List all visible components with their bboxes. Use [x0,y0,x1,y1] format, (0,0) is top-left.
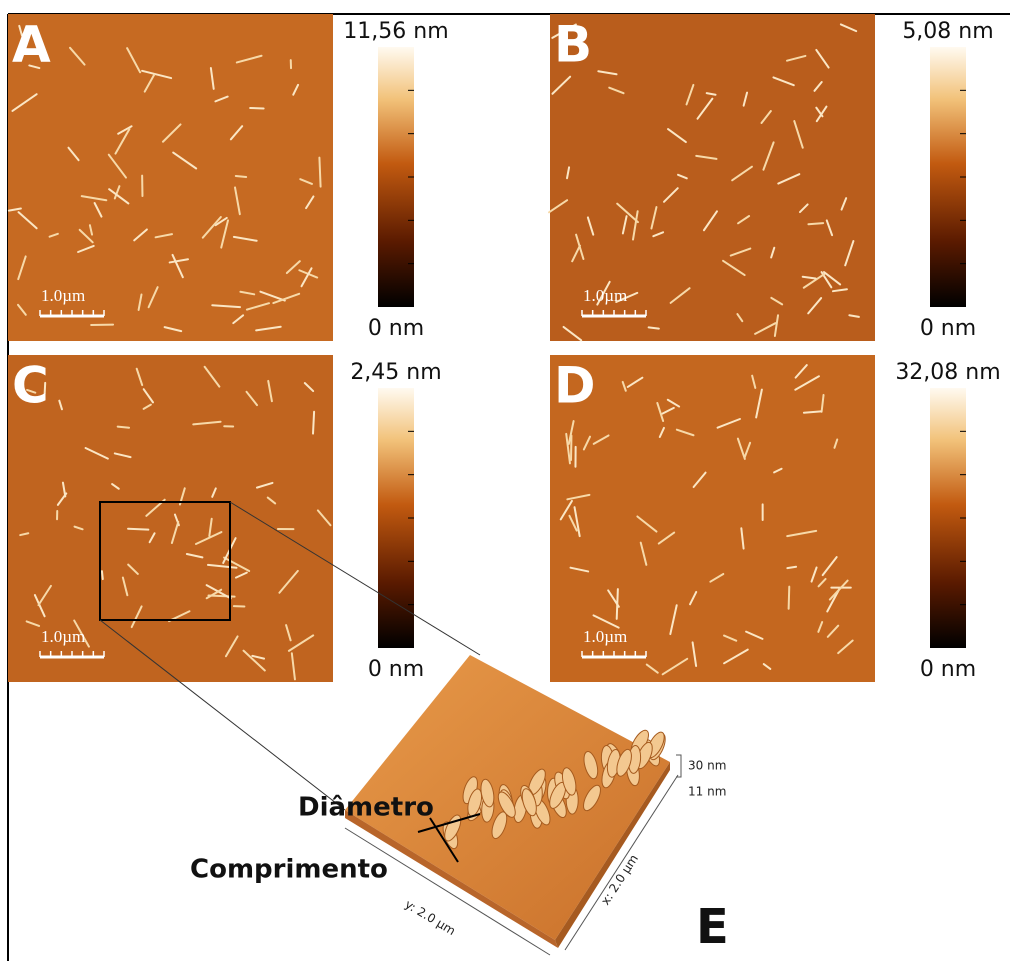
afm-panel: B 1.0µm 5,08 nm 0 nm [549,14,994,341]
panel-label: B [554,16,592,74]
fiber [649,327,659,328]
fiber [789,587,790,609]
inset-label: E [696,899,729,955]
z-bottom: 11 nm [688,785,726,799]
scale-label: 1.0µm [583,286,627,305]
scale-label: 1.0µm [41,627,85,646]
fiber [787,567,796,568]
colorbar-max: 5,08 nm [902,19,993,44]
z-bracket [676,755,681,777]
fiber [236,176,246,177]
colorbar-max: 11,56 nm [343,19,448,44]
afm-panel: C 1.0µm 2,45 nm 0 nm [8,355,442,682]
afm-panel: A 1.0µm 11,56 nm 0 nm [8,14,449,341]
panel-label: A [12,16,51,74]
fiber [804,411,821,412]
fiber [102,571,103,579]
diameter-label: Diâmetro [298,793,434,823]
figure: A 1.0µm 11,56 nm 0 nm B 1.0µm 5,08 nm 0 nm C 1.0µ… [0,0,1017,961]
afm-panel: D 1.0µm 32,08 nm 0 nm [550,355,1001,682]
fiber [319,158,320,187]
fiber [313,412,314,434]
fiber [808,223,823,224]
colorbar-min: 0 nm [920,316,976,341]
scale-label: 1.0µm [583,627,627,646]
colorbar-max: 32,08 nm [895,360,1000,385]
fiber [118,427,129,428]
fiber [617,589,618,619]
panel-label: D [554,357,596,415]
colorbar-min: 0 nm [920,657,976,682]
length-label: Comprimento [190,855,388,885]
z-top: 30 nm [688,759,726,773]
colorbar-min: 0 nm [368,316,424,341]
scale-label: 1.0µm [41,286,85,305]
colorbar-min: 0 nm [368,657,424,682]
fiber [128,529,148,530]
y-axis-label: y: 2.0 µm [403,897,458,938]
colorbar-max: 2,45 nm [350,360,441,385]
panel-label: C [12,357,49,415]
